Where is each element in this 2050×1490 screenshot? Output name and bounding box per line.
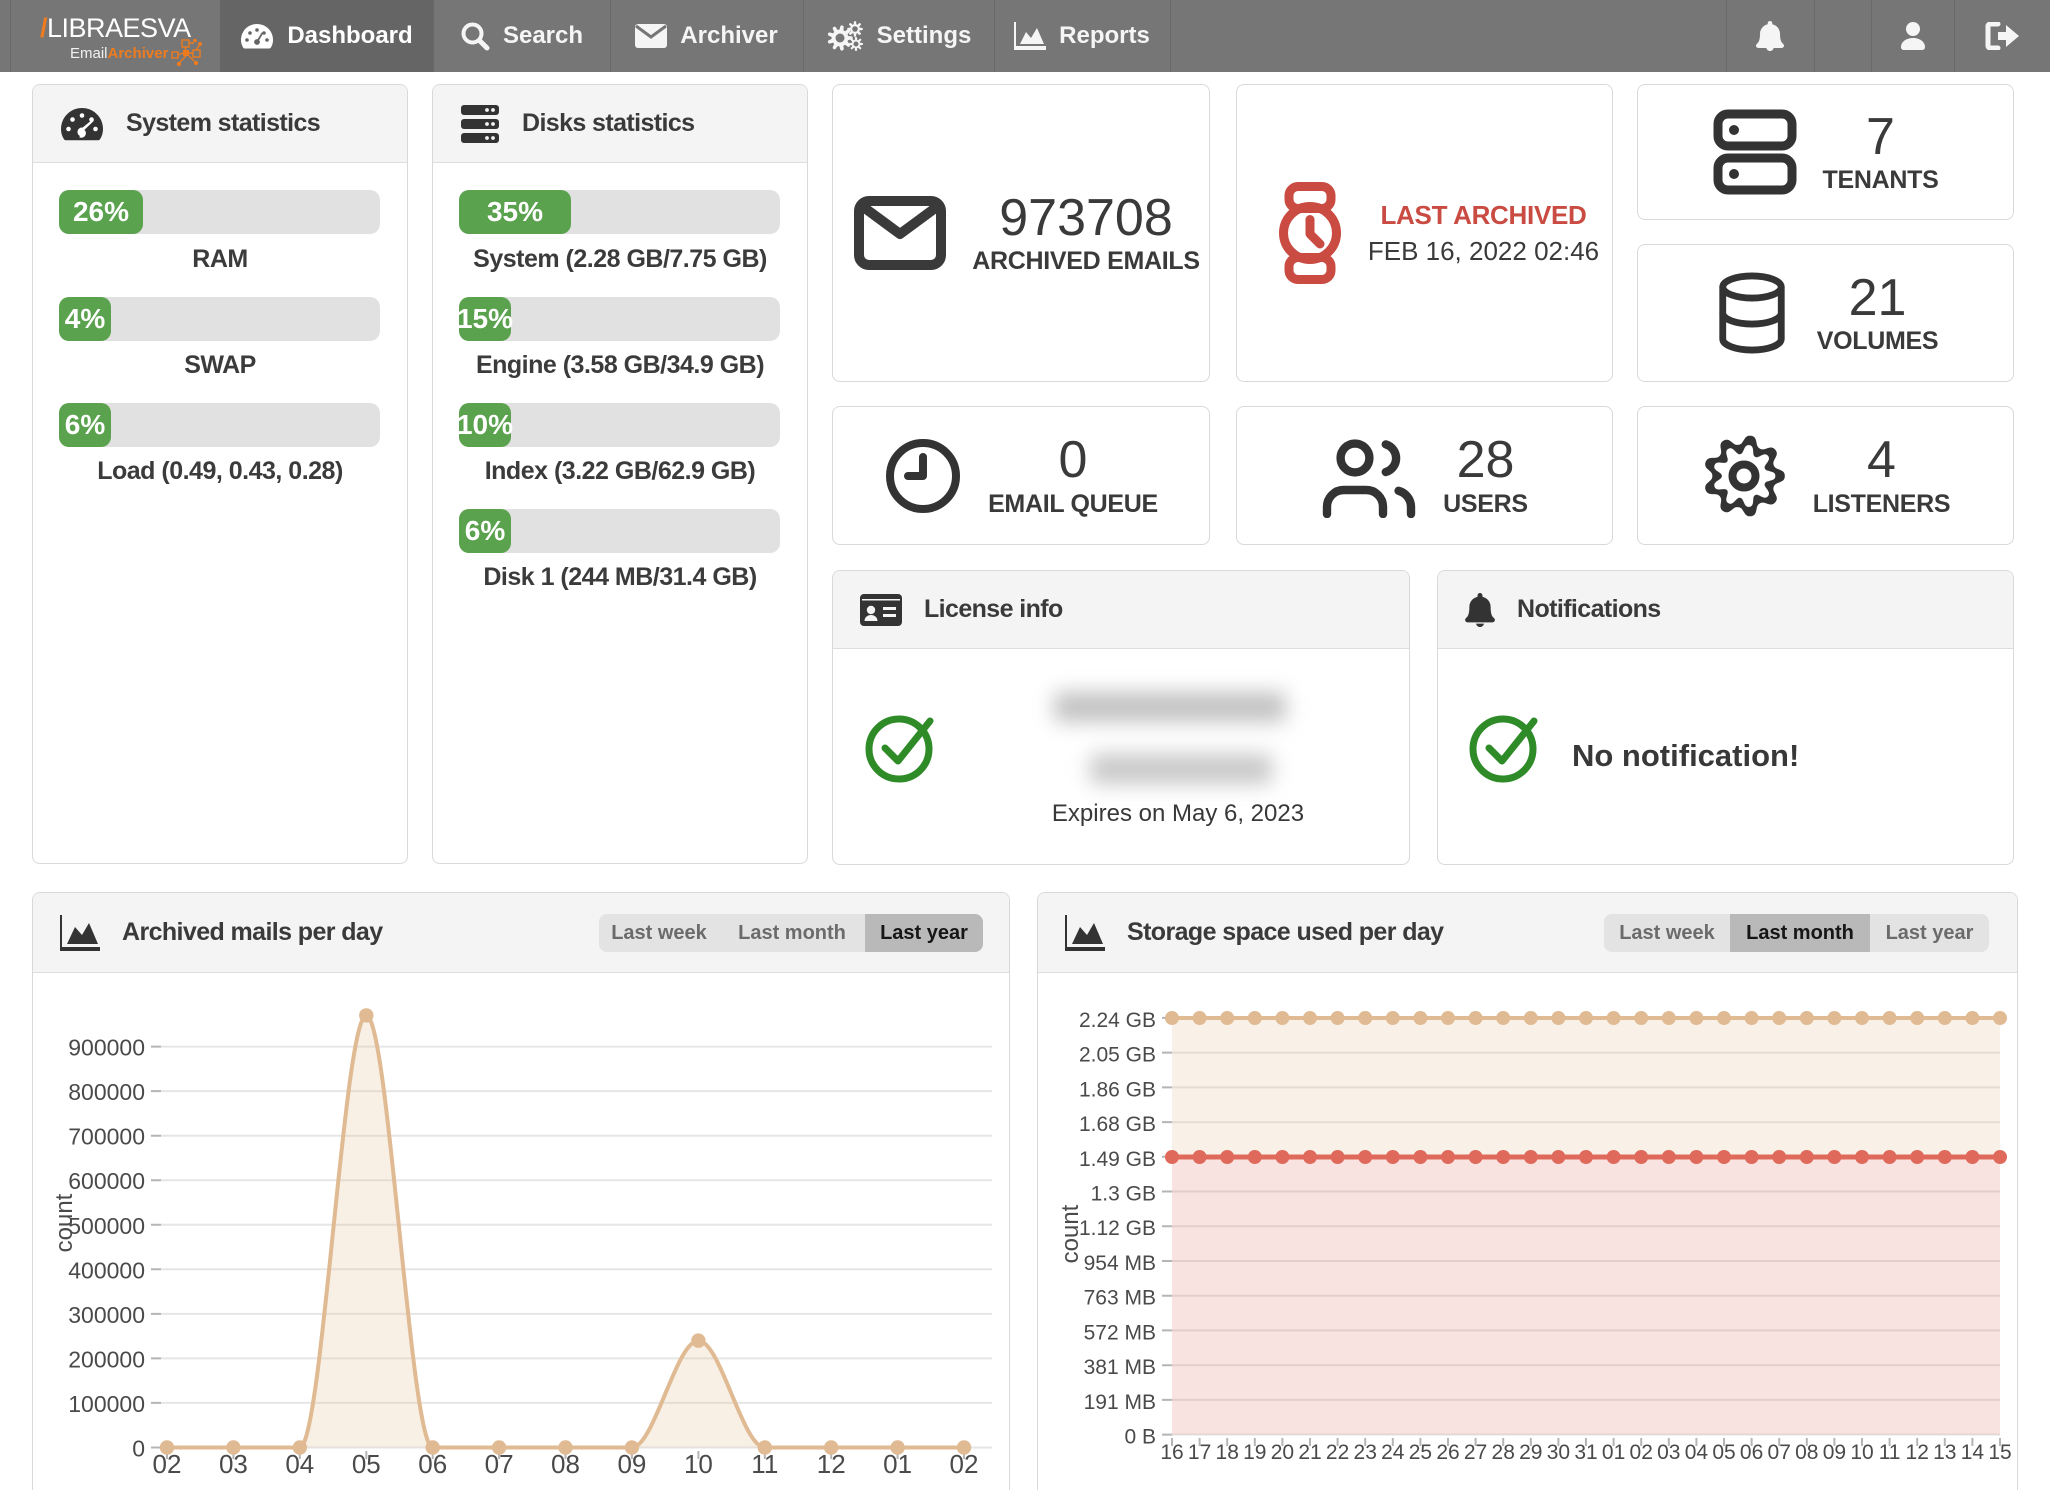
svg-text:31: 31 [1574, 1441, 1597, 1464]
svg-text:26: 26 [1436, 1441, 1459, 1464]
svg-text:count: count [51, 1193, 78, 1252]
svg-text:400000: 400000 [68, 1257, 145, 1283]
svg-text:21: 21 [1298, 1441, 1321, 1464]
svg-text:05: 05 [352, 1449, 381, 1479]
svg-text:10: 10 [1850, 1441, 1873, 1464]
svg-text:08: 08 [1795, 1441, 1818, 1464]
svg-text:29: 29 [1519, 1441, 1542, 1464]
svg-text:900000: 900000 [68, 1035, 145, 1061]
svg-text:01: 01 [1602, 1441, 1625, 1464]
svg-text:2.24 GB: 2.24 GB [1079, 1009, 1156, 1032]
svg-text:06: 06 [1740, 1441, 1763, 1464]
svg-text:500000: 500000 [68, 1213, 145, 1239]
svg-text:1.3 GB: 1.3 GB [1091, 1183, 1156, 1206]
svg-text:700000: 700000 [68, 1124, 145, 1150]
svg-text:30: 30 [1547, 1441, 1570, 1464]
svg-text:2.05 GB: 2.05 GB [1079, 1044, 1156, 1067]
svg-text:03: 03 [1657, 1441, 1680, 1464]
svg-text:1.68 GB: 1.68 GB [1079, 1113, 1156, 1136]
svg-text:954 MB: 954 MB [1084, 1252, 1156, 1275]
svg-text:07: 07 [1768, 1441, 1791, 1464]
svg-text:1.12 GB: 1.12 GB [1079, 1217, 1156, 1240]
svg-text:27: 27 [1464, 1441, 1487, 1464]
svg-text:0: 0 [132, 1436, 145, 1462]
svg-text:11: 11 [1879, 1441, 1901, 1464]
svg-text:10: 10 [684, 1449, 713, 1479]
svg-text:09: 09 [1823, 1441, 1846, 1464]
svg-text:1.86 GB: 1.86 GB [1079, 1078, 1156, 1101]
svg-text:0 B: 0 B [1124, 1426, 1156, 1449]
svg-text:800000: 800000 [68, 1079, 145, 1105]
svg-text:22: 22 [1326, 1441, 1349, 1464]
svg-text:200000: 200000 [68, 1346, 145, 1372]
svg-text:600000: 600000 [68, 1168, 145, 1194]
svg-text:16: 16 [1160, 1441, 1183, 1464]
svg-text:300000: 300000 [68, 1302, 145, 1328]
svg-text:23: 23 [1354, 1441, 1377, 1464]
svg-text:14: 14 [1961, 1441, 1985, 1464]
svg-text:24: 24 [1381, 1441, 1405, 1464]
svg-text:15: 15 [1988, 1441, 2011, 1464]
svg-text:12: 12 [1906, 1441, 1929, 1464]
svg-text:100000: 100000 [68, 1391, 145, 1417]
svg-text:05: 05 [1712, 1441, 1735, 1464]
svg-text:count: count [1057, 1204, 1084, 1263]
svg-text:25: 25 [1409, 1441, 1432, 1464]
svg-text:381 MB: 381 MB [1084, 1356, 1156, 1379]
svg-text:17: 17 [1188, 1441, 1211, 1464]
svg-text:572 MB: 572 MB [1084, 1321, 1156, 1344]
svg-text:28: 28 [1492, 1441, 1515, 1464]
svg-text:02: 02 [1630, 1441, 1653, 1464]
svg-text:763 MB: 763 MB [1084, 1287, 1156, 1310]
svg-text:13: 13 [1933, 1441, 1956, 1464]
svg-text:04: 04 [1685, 1441, 1709, 1464]
svg-text:19: 19 [1243, 1441, 1266, 1464]
svg-text:20: 20 [1271, 1441, 1294, 1464]
svg-text:191 MB: 191 MB [1084, 1391, 1156, 1414]
svg-text:1.49 GB: 1.49 GB [1079, 1148, 1156, 1171]
svg-text:18: 18 [1216, 1441, 1239, 1464]
